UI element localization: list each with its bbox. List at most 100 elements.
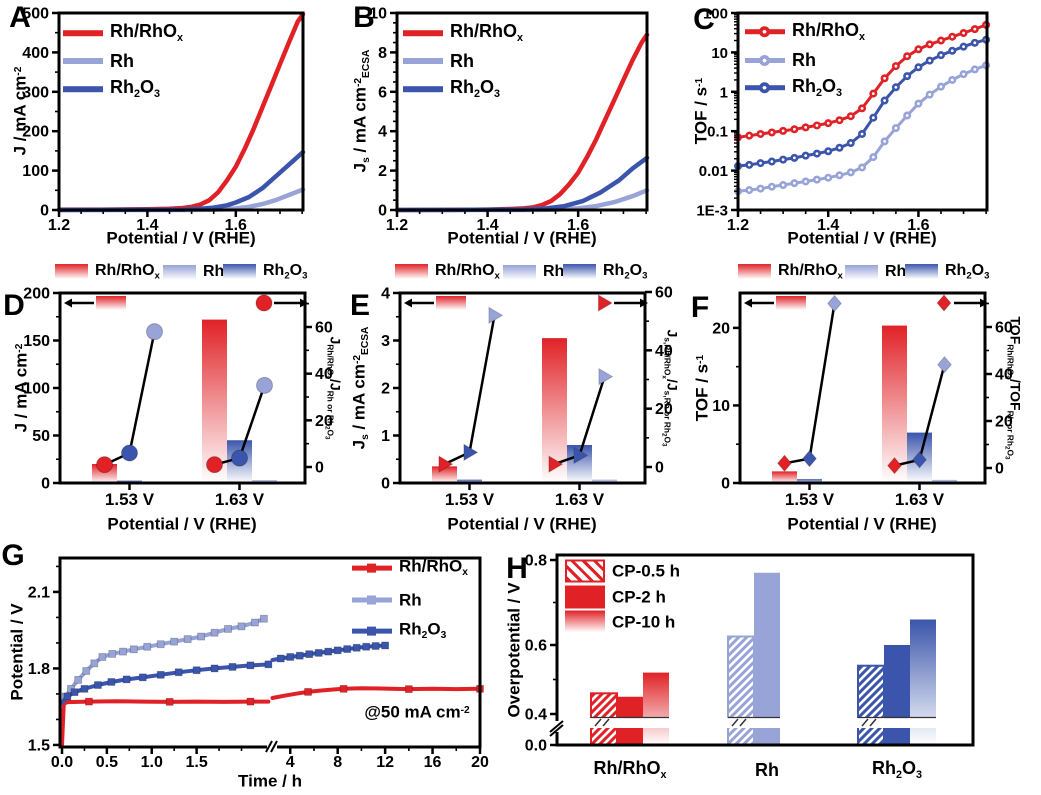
legend-swatch-line bbox=[63, 30, 103, 36]
marker-circle bbox=[256, 376, 273, 394]
tick-label: 1.4 bbox=[136, 217, 158, 234]
tick-label: 0.0 bbox=[525, 738, 547, 755]
marker-triangle bbox=[438, 455, 454, 473]
plot-frame bbox=[398, 291, 647, 485]
marker-square bbox=[228, 663, 237, 671]
arrow-head bbox=[980, 298, 988, 308]
legend-swatch-line-square bbox=[352, 561, 392, 574]
tick-label: 20 bbox=[471, 754, 489, 771]
legend-swatch-grad bbox=[563, 264, 596, 280]
tick-label: 0 bbox=[315, 460, 324, 477]
panel-b-xlabel: Potential / V (RHE) bbox=[447, 228, 597, 248]
legend-d-rh: Rh bbox=[163, 264, 224, 280]
marker-diamond bbox=[936, 294, 952, 312]
legend-label: Rh bbox=[885, 263, 907, 280]
marker-square bbox=[143, 642, 152, 651]
legend-swatch-line bbox=[403, 86, 443, 92]
legend-swatch-hatchbox bbox=[565, 559, 605, 583]
tick-label: 0 bbox=[995, 461, 1004, 478]
tick-label: 100 bbox=[703, 6, 728, 23]
bar-f-1-1 bbox=[772, 471, 797, 483]
tick-label: 100 bbox=[23, 381, 50, 398]
legend-swatch-gradbox bbox=[565, 610, 605, 634]
legend-c-rh2o3: Rh2O3 bbox=[745, 77, 842, 99]
legend-swatch-grad bbox=[395, 264, 428, 280]
arrow-head bbox=[744, 298, 752, 308]
marker-square bbox=[108, 650, 117, 658]
marker-square bbox=[90, 659, 99, 668]
legend-swatch-grad bbox=[503, 264, 536, 280]
legend-g-rh2o3: Rh2O3 bbox=[352, 621, 446, 642]
legend-label: Rh/RhOx bbox=[95, 262, 160, 282]
marker-square bbox=[80, 684, 89, 693]
marker-square bbox=[129, 645, 138, 654]
tick-label: 1.4 bbox=[817, 217, 839, 234]
tick-label: 200 bbox=[22, 124, 49, 141]
tick-label: 500 bbox=[22, 6, 49, 23]
legend-swatch-line-circle bbox=[745, 26, 785, 39]
tick-label: 8 bbox=[333, 754, 342, 771]
panel-h-cat-rh2o3: Rh2O3 bbox=[871, 758, 923, 781]
tick-label: 1.6 bbox=[225, 217, 247, 234]
panel-g-ylabel: Potential / V bbox=[7, 603, 27, 701]
legend-swatch-line bbox=[403, 30, 443, 36]
panel-b: 1.2 1.4 1.6 0 2 4 6 8 10 bbox=[369, 6, 650, 234]
legend-label: Rh2O3 bbox=[110, 77, 161, 100]
legend-d-rh2o3: Rh2O3 bbox=[223, 263, 307, 281]
marker-square bbox=[314, 648, 323, 657]
legend-h-cp2: CP-2 h bbox=[565, 585, 666, 609]
marker-circle bbox=[206, 456, 223, 474]
tick-label: 60 bbox=[995, 320, 1013, 337]
tick-label: 0 bbox=[655, 460, 664, 477]
arrow-head bbox=[300, 298, 308, 308]
panel-h-cat-rh: Rh bbox=[755, 760, 779, 780]
legend-d-rhrhox: Rh/RhOx bbox=[55, 263, 160, 281]
tick-label: 16 bbox=[424, 754, 442, 771]
legend-label: Rh2O3 bbox=[263, 262, 308, 282]
bars-axis-indicator bbox=[776, 296, 806, 310]
marker-triangle bbox=[488, 306, 504, 325]
marker-square bbox=[156, 640, 165, 649]
tick-label: 2.1 bbox=[28, 584, 50, 601]
panel-letter-d: D bbox=[3, 289, 25, 322]
legend-b-rh2o3: Rh2O3 bbox=[403, 78, 500, 100]
legend-swatch-grad bbox=[738, 264, 771, 280]
panel-h: 0.0 0.4 0.6 0.8 bbox=[525, 553, 975, 755]
panel-e-ylabel: Js / mA cm-2ECSA bbox=[349, 326, 372, 450]
plot-frame bbox=[736, 11, 989, 212]
legend-label: Rh bbox=[110, 51, 134, 71]
tick-label: 60 bbox=[655, 285, 673, 302]
marker-square bbox=[183, 635, 192, 644]
marker-triangle bbox=[573, 446, 589, 465]
marker-square bbox=[237, 622, 246, 631]
tick-label: 1.63 V bbox=[895, 490, 945, 509]
legend-a-rh: Rh bbox=[63, 52, 134, 70]
panel-letter-g: G bbox=[1, 539, 25, 572]
marker-square bbox=[333, 646, 342, 655]
tick-label: 1.8 bbox=[28, 661, 50, 678]
marker-square bbox=[156, 670, 165, 679]
tick-label: 0 bbox=[381, 476, 390, 493]
tick-label: 20 bbox=[315, 413, 333, 430]
panel-b-ylabel: Js / mA cm-2ECSA bbox=[350, 49, 373, 173]
tick-label: 1 bbox=[720, 84, 728, 101]
marker-square bbox=[224, 625, 232, 633]
panel-letter-e: E bbox=[349, 289, 371, 322]
legend-c-rhrhox: Rh/RhOx bbox=[745, 21, 865, 43]
legend-g-rhrhox: Rh/RhOx bbox=[352, 558, 468, 579]
legend-label: Rh bbox=[543, 263, 565, 280]
panel-e-ylabel-right: Js,Rh/RhOx/Js,Rh or Rh2O3 bbox=[660, 329, 681, 447]
tick-label: 1.2 bbox=[48, 217, 70, 234]
legend-swatch-line bbox=[403, 58, 443, 64]
tick-label: 3 bbox=[381, 333, 390, 350]
panel-f-ylabel-right: TOFRh/RhOx/TOFRh or Rh2O3 bbox=[1003, 316, 1024, 460]
tick-label: 1E-3 bbox=[696, 202, 728, 219]
tick-label: 1.0 bbox=[141, 754, 163, 771]
legend-swatch-line-circle bbox=[745, 82, 785, 95]
marker-square bbox=[197, 632, 206, 641]
legend-a-rhrhox: Rh/RhOx bbox=[63, 22, 183, 44]
legend-swatch-grad bbox=[223, 264, 256, 280]
marker-square bbox=[174, 668, 183, 677]
marker-diamond bbox=[777, 454, 792, 473]
